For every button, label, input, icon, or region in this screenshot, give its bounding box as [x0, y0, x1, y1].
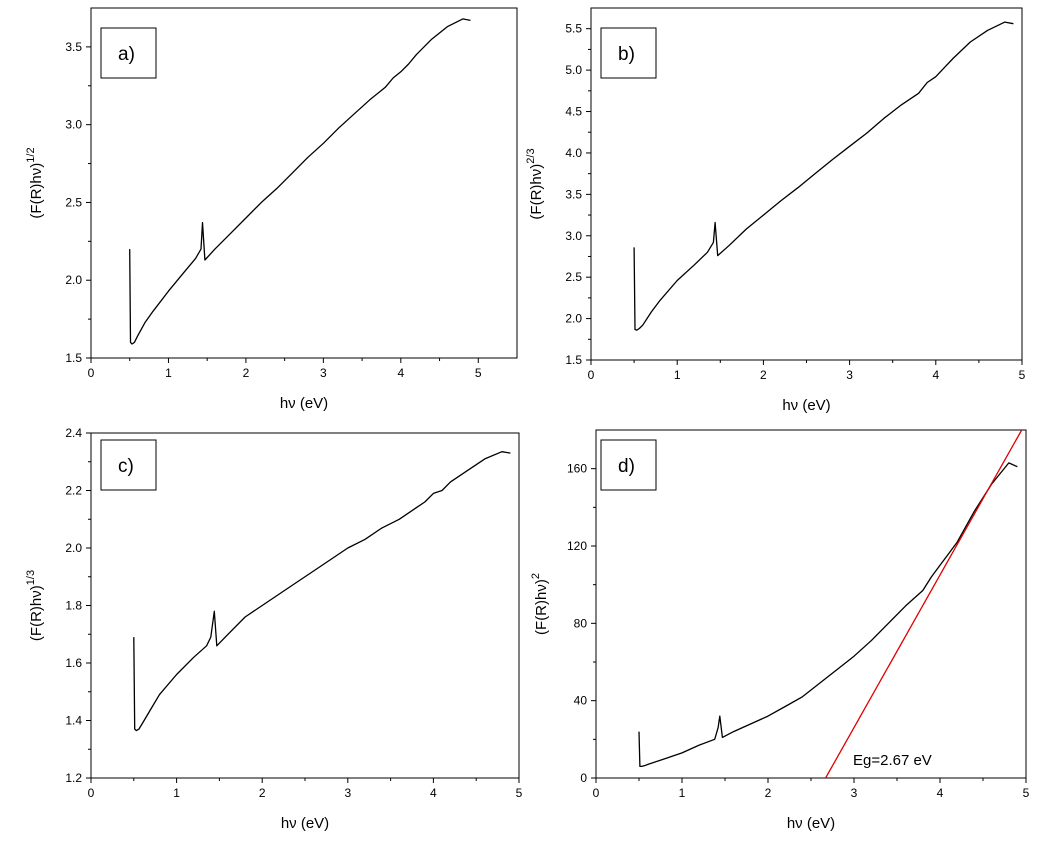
panel-tag: d)	[618, 456, 635, 477]
y-axis-title-base: (F(R)hν)	[533, 579, 550, 635]
y-tick-label: 2.0	[565, 312, 582, 326]
y-tick-label: 1.2	[65, 771, 82, 785]
y-tick-label: 3.0	[565, 229, 582, 243]
y-tick-label: 2.4	[65, 426, 82, 440]
data-curve	[129, 18, 471, 345]
x-axis-title: hν (eV)	[280, 395, 328, 412]
x-tick-label: 3	[320, 366, 327, 380]
y-tick-label: 1.4	[65, 714, 82, 728]
y-axis-title-exponent: 2/3	[525, 148, 537, 163]
x-tick-label: 5	[1023, 786, 1030, 800]
y-axis-title-exponent: 1/3	[25, 570, 37, 585]
data-curve	[133, 451, 511, 732]
panel-tag: b)	[618, 44, 635, 65]
y-axis-title: (F(R)hν)1/2	[25, 147, 45, 218]
x-tick-label: 4	[937, 786, 944, 800]
panel-tag-box	[600, 27, 657, 79]
y-axis-title-base: (F(R)hν)	[28, 585, 45, 641]
x-tick-label: 1	[679, 786, 686, 800]
y-tick-label: 2.2	[65, 484, 82, 498]
x-axis-title: hν (eV)	[281, 815, 329, 832]
y-tick-label: 120	[567, 539, 587, 553]
x-tick-label: 0	[88, 366, 95, 380]
panel-2: 0 1 2 3 4 5 1.5 2.0 2.5 3.0 3.5 4.0 4.5 5.0 5.5 hν (eV)…	[525, 7, 1026, 414]
x-tick-label: 3	[846, 368, 853, 382]
y-tick-label: 160	[567, 462, 587, 476]
y-tick-label: 1.6	[65, 656, 82, 670]
y-tick-label: 4.5	[565, 105, 582, 119]
fit-line	[825, 430, 1023, 778]
x-axis-title: hν (eV)	[782, 397, 830, 414]
panel-tag-box	[100, 27, 157, 79]
x-tick-label: 2	[243, 366, 250, 380]
x-tick-label: 2	[765, 786, 772, 800]
y-axis-title-exponent: 2	[530, 573, 542, 579]
y-axis-title: (F(R)hν)1/3	[25, 570, 45, 641]
panel-tag-box	[100, 439, 157, 491]
plot-frame	[595, 429, 1027, 779]
x-tick-label: 0	[88, 786, 95, 800]
y-axis-title-exponent: 1/2	[25, 147, 37, 162]
y-tick-label: 3.5	[565, 187, 582, 201]
x-tick-label: 1	[173, 786, 180, 800]
x-tick-label: 4	[430, 786, 437, 800]
x-tick-label: 1	[165, 366, 172, 380]
y-tick-label: 2.0	[65, 541, 82, 555]
x-tick-label: 1	[674, 368, 681, 382]
x-tick-label: 5	[516, 786, 523, 800]
panel-3: 0 1 2 3 4 5 1.2 1.4 1.6 1.8 2.0 2.2 2.4 hν (eV) (F(R)h…	[25, 426, 523, 832]
x-tick-label: 3	[344, 786, 351, 800]
x-tick-label: 5	[475, 366, 482, 380]
y-tick-label: 1.5	[565, 353, 582, 367]
x-tick-label: 0	[588, 368, 595, 382]
y-tick-label: 1.8	[65, 599, 82, 613]
y-tick-label: 2.5	[65, 195, 82, 209]
x-tick-label: 0	[593, 786, 600, 800]
band-gap-annotation: Eg=2.67 eV	[853, 752, 932, 769]
data-curve	[638, 462, 1018, 768]
y-tick-label: 40	[574, 694, 588, 708]
panel-tag: c)	[118, 456, 134, 477]
y-axis-title-base: (F(R)hν)	[28, 163, 45, 219]
panel-tag: a)	[118, 44, 135, 65]
panel-tag-box	[600, 439, 657, 491]
y-axis-title: (F(R)hν)2/3	[525, 148, 545, 219]
plot-frame	[90, 7, 518, 359]
y-tick-label: 3.0	[65, 118, 82, 132]
y-axis-title: (F(R)hν)2	[530, 573, 550, 635]
data-curve	[633, 21, 1014, 331]
y-tick-label: 5.0	[565, 63, 582, 77]
x-tick-label: 4	[932, 368, 939, 382]
panel-1: 0 1 2 3 4 5 1.5 2.0 2.5 3.0 3.5 hν (eV) (F(R)hν)1/2 a…	[25, 7, 518, 412]
x-tick-label: 3	[851, 786, 858, 800]
y-tick-label: 2.5	[565, 270, 582, 284]
y-tick-label: 2.0	[65, 273, 82, 287]
y-tick-label: 1.5	[65, 351, 82, 365]
x-tick-label: 4	[397, 366, 404, 380]
x-tick-label: 2	[760, 368, 767, 382]
y-tick-label: 3.5	[65, 40, 82, 54]
y-tick-label: 0	[580, 771, 587, 785]
x-axis-title: hν (eV)	[787, 815, 835, 832]
y-tick-label: 80	[574, 616, 588, 630]
y-tick-label: 4.0	[565, 146, 582, 160]
y-axis-title-base: (F(R)hν)	[528, 164, 545, 220]
x-tick-label: 2	[259, 786, 266, 800]
y-tick-label: 5.5	[565, 22, 582, 36]
x-tick-label: 5	[1019, 368, 1026, 382]
